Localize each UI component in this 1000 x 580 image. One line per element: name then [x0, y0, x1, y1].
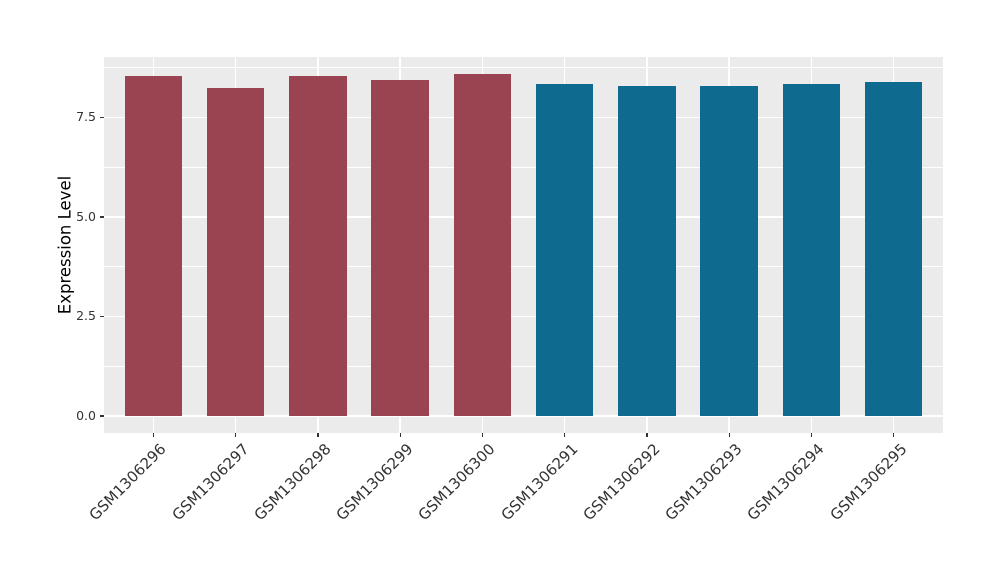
x-tick-mark	[399, 433, 401, 437]
x-tick-mark	[646, 433, 648, 437]
gridline-minor-horizontal	[104, 365, 943, 367]
bar-GSM1306292	[618, 86, 676, 416]
bar-GSM1306296	[124, 75, 183, 416]
bar-GSM1306297	[206, 87, 265, 416]
x-tick-mark	[317, 433, 319, 437]
x-tick-mark	[893, 433, 895, 437]
y-tick-label: 2.5	[76, 308, 96, 324]
bar-GSM1306298	[289, 76, 347, 416]
bar-GSM1306291	[535, 84, 594, 416]
y-tick-mark	[100, 315, 104, 318]
x-tick-label-GSM1306297: GSM1306297	[168, 440, 253, 525]
x-tick-mark	[810, 433, 813, 437]
x-tick-mark	[235, 433, 237, 437]
bar-GSM1306293	[700, 86, 758, 416]
x-tick-label-GSM1306291: GSM1306291	[497, 440, 582, 525]
x-tick-label-GSM1306299: GSM1306299	[332, 440, 417, 525]
gridline-major-horizontal	[104, 216, 943, 218]
x-tick-label-GSM1306294: GSM1306294	[744, 440, 829, 525]
x-tick-label-GSM1306292: GSM1306292	[579, 440, 664, 525]
y-tick-mark	[100, 116, 104, 119]
gridline-major-horizontal	[104, 315, 943, 318]
y-tick-mark	[100, 415, 104, 417]
x-tick-mark	[152, 433, 155, 437]
gridline-major-horizontal	[104, 415, 943, 417]
gridline-minor-horizontal	[104, 67, 943, 69]
y-tick-label: 7.5	[76, 109, 96, 125]
bar-GSM1306300	[453, 74, 512, 416]
x-tick-label-GSM1306298: GSM1306298	[250, 440, 335, 525]
gridline-minor-horizontal	[104, 166, 943, 168]
gridline-minor-horizontal	[104, 266, 943, 268]
plot-panel	[104, 57, 943, 433]
y-tick-mark	[100, 216, 104, 218]
y-tick-label: 0.0	[76, 407, 96, 423]
gridline-major-horizontal	[104, 116, 943, 119]
x-tick-mark	[481, 433, 484, 437]
bar-GSM1306294	[782, 84, 841, 416]
y-tick-label: 5.0	[76, 208, 96, 224]
y-axis-title: Expression Level	[55, 175, 75, 315]
bar-GSM1306295	[864, 82, 923, 416]
x-tick-mark	[728, 433, 730, 437]
x-tick-label-GSM1306293: GSM1306293	[661, 440, 746, 525]
x-tick-label-GSM1306296: GSM1306296	[85, 440, 171, 525]
bar-GSM1306299	[371, 79, 429, 416]
x-tick-mark	[564, 433, 566, 437]
x-tick-label-GSM1306300: GSM1306300	[415, 440, 500, 525]
x-tick-label-GSM1306295: GSM1306295	[826, 440, 911, 525]
